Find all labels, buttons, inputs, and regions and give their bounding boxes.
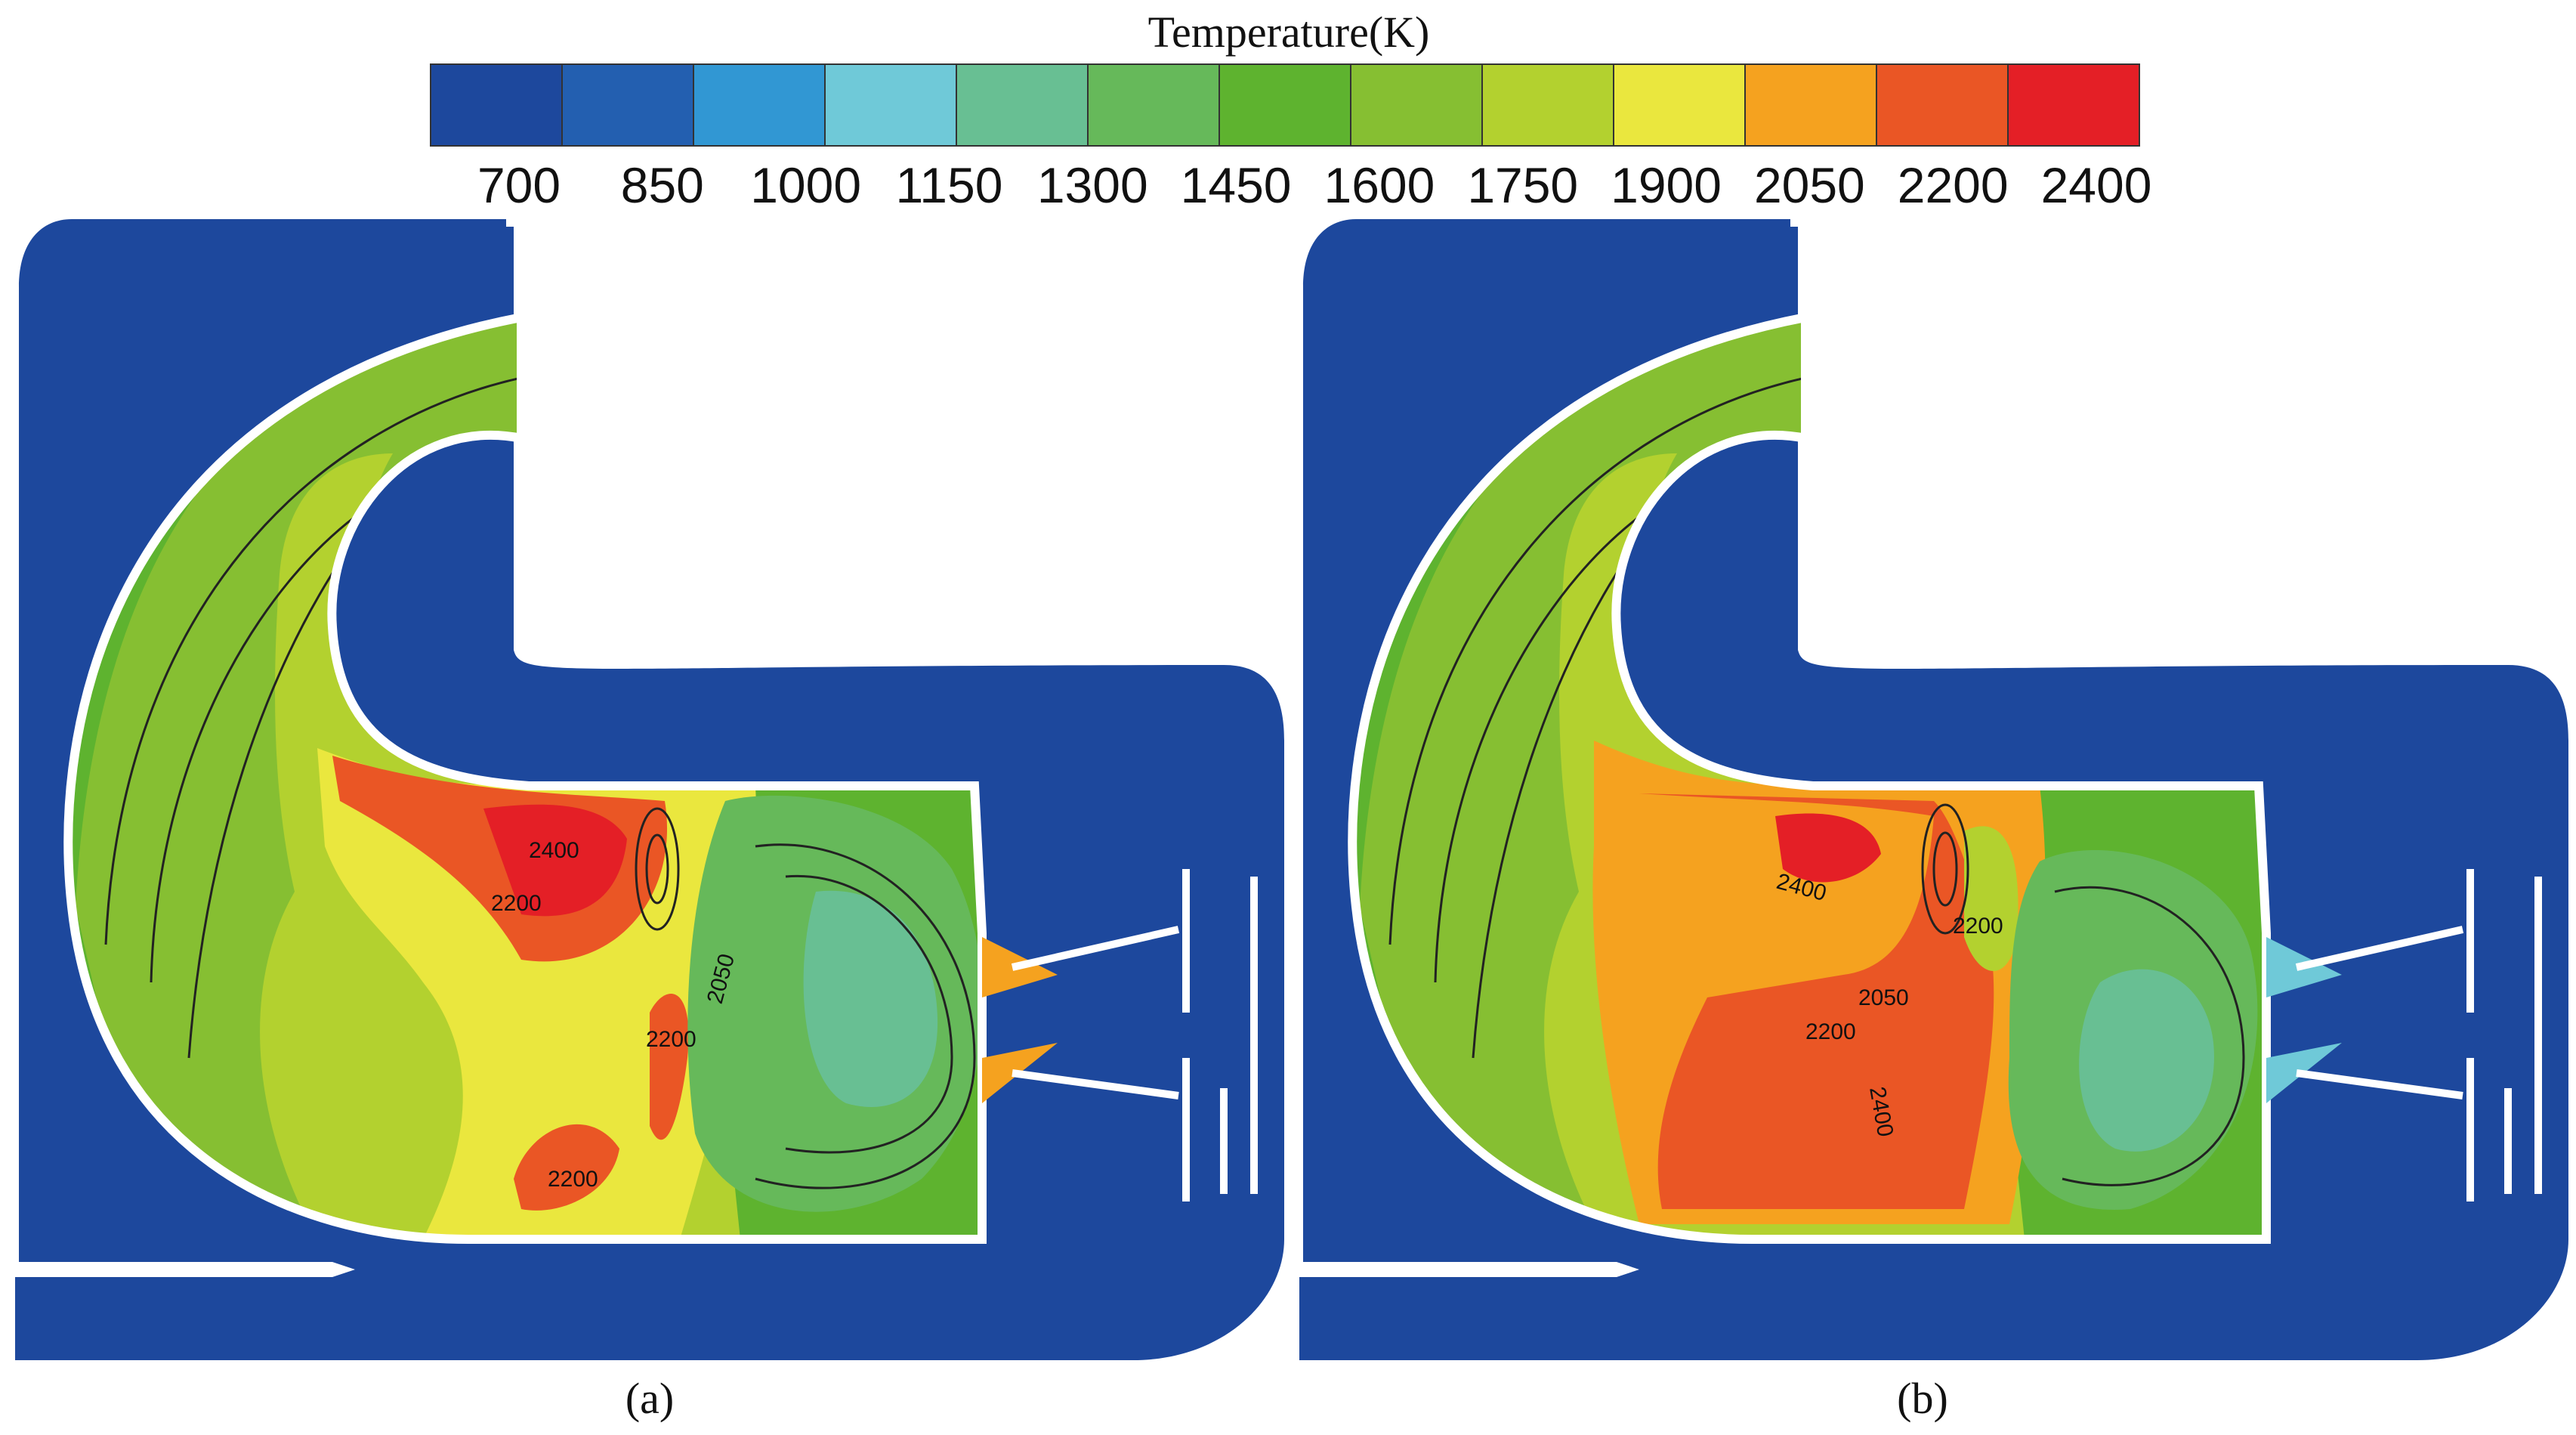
zone-2200-mid [650, 994, 689, 1140]
colorbar-swatch [561, 63, 694, 147]
colorbar-tick-label: 1300 [1037, 157, 1148, 213]
zone-1900-core [1964, 826, 2018, 971]
colorbar-tick-label: 2050 [1754, 157, 1865, 213]
colorbar-tick-label: 1600 [1324, 157, 1435, 213]
colorbar-swatch [1350, 63, 1483, 147]
colorbar-swatch [1219, 63, 1351, 147]
zone-2200-lower [514, 1124, 619, 1211]
panel-caption: (a) [625, 1374, 674, 1423]
contour-label: 2200 [548, 1167, 598, 1192]
colorbar-tick-label: 1750 [1467, 157, 1578, 213]
zone-2200 [1639, 793, 1994, 1209]
colorbar-tick-label: 1000 [750, 157, 861, 213]
contour-label: 2200 [1805, 1019, 1856, 1044]
colorbar-tick-labels: 700 850 1000 1150 1300 1450 1600 1750 1900 2050 22… [477, 157, 2151, 213]
zone-2400-upper [483, 804, 627, 917]
colorbar-swatch [824, 63, 957, 147]
colorbar [430, 63, 2140, 147]
colorbar-swatch [693, 63, 826, 147]
swirler-vanes [1182, 869, 1258, 1202]
colorbar-swatch [1613, 63, 1746, 147]
contour-label: 2400 [529, 838, 579, 863]
liner-wall [63, 219, 987, 1244]
colorbar-swatch [430, 63, 563, 147]
colorbar-tick-label: 1150 [895, 157, 1002, 213]
colorbar-tick-label: 1900 [1611, 157, 1722, 213]
contour-label: 2200 [646, 1027, 697, 1052]
colorbar-tick-label: 2200 [1898, 157, 2009, 213]
colorbar-tick-label: 2400 [2041, 157, 2152, 213]
zone-1300 [2079, 969, 2214, 1152]
colorbar-swatch [1744, 63, 1877, 147]
nozzle-jet [982, 937, 1058, 1103]
colorbar-tick-label: 700 [477, 157, 561, 213]
contour-label: 2200 [1953, 914, 2003, 939]
colorbar-swatch [1876, 63, 2009, 147]
nozzle-jet [2266, 937, 2342, 1103]
panel-caption: (b) [1897, 1374, 1948, 1423]
contour-label: 2050 [1858, 985, 1909, 1010]
colorbar-swatch [956, 63, 1089, 147]
colorbar-swatch [1087, 63, 1220, 147]
colorbar-title: Temperature(K) [1148, 8, 1430, 57]
panel-b: 2400 2200 2050 2200 2400 (b) [1299, 219, 2568, 1423]
colorbar-tick-label: 1450 [1181, 157, 1292, 213]
zone-1300 [803, 890, 938, 1107]
colorbar-swatch [1481, 63, 1614, 147]
zone-2400 [1775, 813, 1881, 883]
contour-label: 2200 [491, 891, 542, 916]
liner-wall [1348, 219, 2271, 1244]
swirler-vanes [2466, 869, 2542, 1202]
nozzle-wall [2295, 926, 2464, 1099]
colorbar-tick-label: 850 [621, 157, 704, 213]
colorbar-swatch [2007, 63, 2140, 147]
zone-2200-upper [332, 756, 668, 962]
panel-a: 2400 2200 2050 2200 2200 (a) [15, 219, 1284, 1423]
nozzle-wall [1011, 926, 1180, 1099]
